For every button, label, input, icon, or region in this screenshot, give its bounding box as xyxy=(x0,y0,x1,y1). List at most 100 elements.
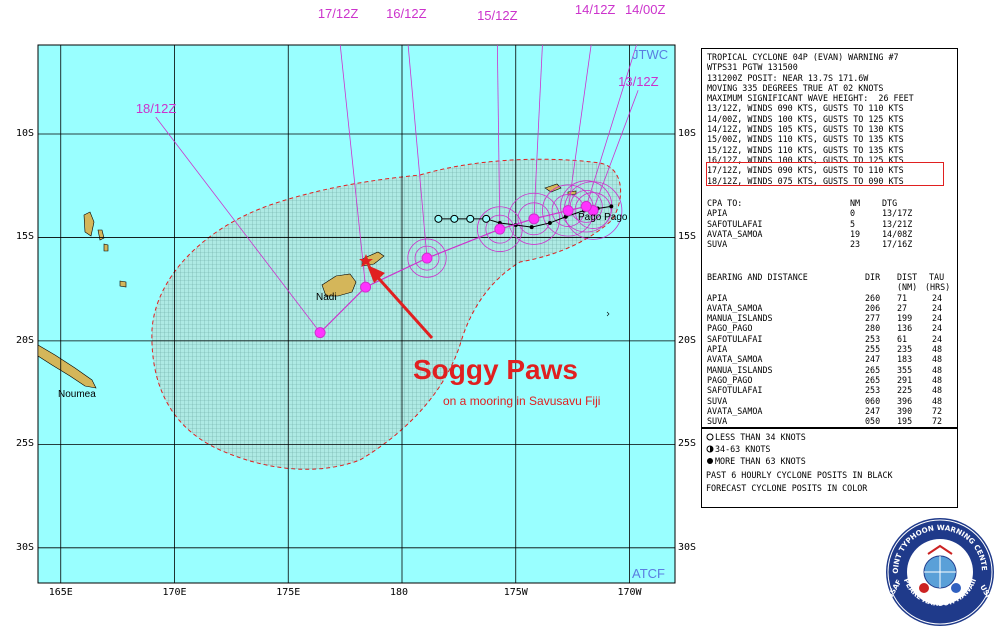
warning-panel: TROPICAL CYCLONE 04P (EVAN) WARNING #7 WT… xyxy=(701,48,958,428)
bd-units: (NM) (HRS) xyxy=(897,282,951,293)
cpa-cell-place: AVATA_SAMOA xyxy=(707,228,763,239)
past-posit-strong xyxy=(609,204,614,209)
lat-lon-grid xyxy=(38,45,675,583)
lon-tick-label: 165E xyxy=(48,587,73,598)
lat-tick-label-left: 10S xyxy=(16,127,35,139)
bd-row: SUVA 050 195 72 xyxy=(707,416,952,426)
bd-cell-tau: 24 xyxy=(932,313,943,324)
warning-line: 13/12Z, WINDS 090 KTS, GUSTS TO 110 KTS xyxy=(707,103,904,114)
bd-row: SUVA 060 396 48 xyxy=(707,396,952,406)
bd-cell-dist: 291 xyxy=(897,374,913,385)
lon-tick-label: 180 xyxy=(390,587,409,598)
warning-line: 14/12Z, WINDS 105 KTS, GUSTS TO 130 KTS xyxy=(707,124,904,135)
bd-cell-dir: 060 xyxy=(865,395,881,406)
lon-tick-label: 175E xyxy=(276,587,301,598)
lat-tick-label-right: 30S xyxy=(678,541,697,553)
new-caledonia xyxy=(38,344,97,389)
bd-cell-place: MANUA_ISLANDS xyxy=(707,313,773,324)
bd-cell-dist: 235 xyxy=(897,344,913,355)
bd-row: PAGO_PAGO 265 291 48 xyxy=(707,375,952,385)
bd-row: APIA 255 235 48 xyxy=(707,344,952,354)
seal-emblem-left xyxy=(919,583,929,593)
forecast-posit xyxy=(528,213,540,225)
warning-line: MAXIMUM SIGNIFICANT WAVE HEIGHT: 26 FEET xyxy=(707,93,914,104)
bd-cell-dir: 265 xyxy=(865,374,881,385)
warning-line: WTPS31 PGTW 131500 xyxy=(707,62,798,73)
bd-row: MANUA_ISLANDS 277 199 24 xyxy=(707,313,952,323)
viti-levu xyxy=(321,273,357,297)
legend-note-color: FORECAST CYCLONE POSITS IN COLOR xyxy=(706,483,868,493)
bd-cell-place: SUVA xyxy=(707,416,728,427)
jtwc-label: JTWC xyxy=(632,47,669,62)
legend-item-label: 34-63 KNOTS xyxy=(715,444,771,454)
lon-tick-label: 170E xyxy=(162,587,187,598)
cyclone-track xyxy=(314,200,614,339)
warning-line: 15/00Z, WINDS 110 KTS, GUSTS TO 135 KTS xyxy=(707,134,904,145)
forecast-posit xyxy=(562,205,574,217)
wind-radius-circle xyxy=(407,238,447,278)
bd-cell-tau: 72 xyxy=(932,405,943,416)
bd-cell-tau: 48 xyxy=(932,364,943,375)
bd-row: SAFOTULAFAI 253 61 24 xyxy=(707,334,952,344)
legend-item-label: LESS THAN 34 KNOTS xyxy=(715,432,806,442)
forecast-posit xyxy=(360,281,372,293)
lat-tick-label-right: 20S xyxy=(678,334,697,346)
bd-cell-dist: 396 xyxy=(897,395,913,406)
bd-row: AVATA_SAMOA 247 183 48 xyxy=(707,354,952,364)
forecast-label-leaders xyxy=(155,45,639,333)
jtwc-seal: JOINT TYPHOON WARNING CENTER PEARL HARBO… xyxy=(884,516,994,626)
cyclone-track-map xyxy=(37,44,676,584)
cpa-header: CPA TO: NM DTG xyxy=(707,198,898,208)
wind-radius-circle xyxy=(517,202,551,236)
seal-outer-line xyxy=(887,519,993,625)
cpa-cell-place: SAFOTULAFAI xyxy=(707,218,763,229)
danger-area xyxy=(151,158,622,470)
lat-tick-label-right: 15S xyxy=(678,231,697,243)
annotation-title: Soggy Paws xyxy=(413,354,578,385)
lat-tick-label-right: 25S xyxy=(678,438,697,450)
warning-line: 131200Z POSIT: NEAR 13.7S 171.6W xyxy=(707,72,869,83)
open-circle-icon xyxy=(706,433,714,441)
bd-cell-tau: 48 xyxy=(932,395,943,406)
past-posit-strong xyxy=(547,220,552,225)
forecast-time-label: 16/12Z xyxy=(386,5,427,21)
past-posit-weak xyxy=(450,214,459,223)
bd-header: BEARING AND DISTANCE DIR DIST TAU xyxy=(707,272,945,282)
seal-emblem-right xyxy=(951,583,961,593)
bd-cell-place: APIA xyxy=(707,344,728,355)
bd-cell-place: SUVA xyxy=(707,395,728,406)
forecast-leader-line xyxy=(339,45,366,288)
bd-cell-dist: 355 xyxy=(897,364,913,375)
bd-cell-dir: 265 xyxy=(865,364,881,375)
bd-cell-dist: 71 xyxy=(897,292,908,303)
bd-cell-tau: 24 xyxy=(932,333,943,344)
cpa-cell-dtg: 13/17Z xyxy=(882,208,913,219)
legend-note-black: PAST 6 HOURLY CYCLONE POSITS IN BLACK xyxy=(706,470,893,480)
forecast-leader-line xyxy=(585,45,637,207)
nadi-label: Nadi xyxy=(316,292,337,303)
cpa-cell-nm: 19 xyxy=(850,228,861,239)
half-circle-icon xyxy=(706,445,714,453)
bd-cell-dist: 225 xyxy=(897,385,913,396)
cpa-cell-dtg: 17/16Z xyxy=(882,239,913,250)
filled-circle-icon xyxy=(707,458,713,464)
forecast-leader-line xyxy=(592,90,639,211)
bd-cell-place: PAGO_PAGO xyxy=(707,374,753,385)
warning-line: TROPICAL CYCLONE 04P (EVAN) WARNING #7 xyxy=(707,52,899,62)
wind-radius-circle xyxy=(574,192,612,229)
bd-cell-dist: 61 xyxy=(897,333,908,344)
bd-cell-tau: 24 xyxy=(932,302,943,313)
cpa-cell-nm: 23 xyxy=(850,239,861,250)
bd-cell-place: SAFOTULAFAI xyxy=(707,333,763,344)
past-posit-weak xyxy=(482,214,491,223)
bd-row: SAFOTULAFAI 253 225 48 xyxy=(707,385,952,395)
cpa-cell-place: SUVA xyxy=(707,239,728,250)
bd-cell-dir: 253 xyxy=(865,385,881,396)
lat-tick-label-right: 10S xyxy=(678,127,697,139)
bd-cell-place: APIA xyxy=(707,292,728,303)
bd-cell-dist: 183 xyxy=(897,354,913,365)
past-posit-weak xyxy=(434,214,443,223)
bd-cell-dir: 206 xyxy=(865,302,881,313)
forecast-time-label: 13/12Z xyxy=(618,74,659,90)
bd-cell-tau: 48 xyxy=(932,354,943,365)
